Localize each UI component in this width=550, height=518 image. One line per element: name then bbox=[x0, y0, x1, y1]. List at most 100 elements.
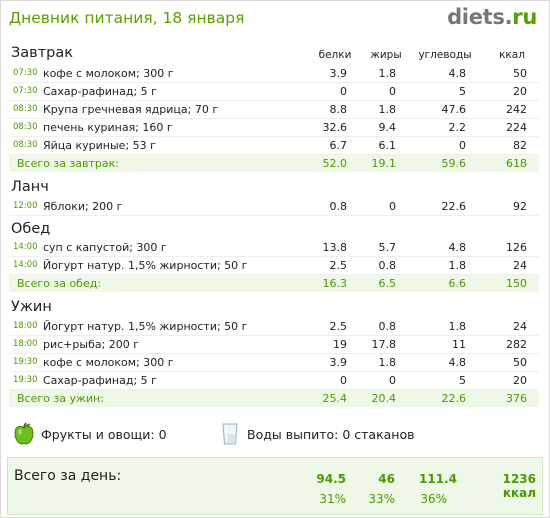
food-protein: 3.9 bbox=[329, 67, 348, 80]
food-name: рис+рыба; 200 г bbox=[43, 338, 140, 351]
meal-total-supper: Всего за ужин: 25.4 20.4 22.6 376 bbox=[9, 390, 539, 407]
meal-total-dinner: Всего за обед: 16.3 6.5 6.6 150 bbox=[9, 275, 539, 292]
food-fat: 0.8 bbox=[378, 259, 397, 272]
food-kcal: 50 bbox=[513, 356, 527, 369]
food-carbs: 47.6 bbox=[441, 103, 467, 116]
food-fat: 0.8 bbox=[378, 320, 397, 333]
food-carbs: 11 bbox=[452, 338, 466, 351]
food-row[interactable]: 08:30 печень куриная; 160 г 32.6 9.4 2.2… bbox=[9, 119, 539, 137]
meal-total-label: Всего за обед: bbox=[17, 277, 102, 290]
total-protein: 52.0 bbox=[322, 157, 348, 170]
food-fat: 1.8 bbox=[378, 356, 397, 369]
site-logo[interactable]: diets.ru bbox=[447, 5, 537, 29]
food-row[interactable]: 08:30 Яйца куриные; 53 г 6.7 6.1 0 82 bbox=[9, 137, 539, 155]
food-time: 14:00 bbox=[13, 242, 38, 252]
food-carbs: 4.8 bbox=[448, 67, 467, 80]
food-name: Йогурт натур. 1,5% жирности; 50 г bbox=[43, 320, 248, 333]
food-kcal: 92 bbox=[513, 200, 527, 213]
fruits-label: Фрукты и овощи: 0 bbox=[41, 427, 167, 442]
food-time: 08:30 bbox=[13, 140, 38, 150]
food-row[interactable]: 07:30 кофе с молоком; 300 г 3.9 1.8 4.8 … bbox=[9, 65, 539, 83]
food-carbs: 5 bbox=[459, 374, 466, 387]
food-protein: 13.8 bbox=[322, 241, 348, 254]
day-protein-percent: 31% bbox=[319, 492, 346, 506]
day-total-protein: 94.5 bbox=[316, 472, 346, 486]
food-carbs: 1.8 bbox=[448, 320, 467, 333]
meal-title-dinner: Обед bbox=[11, 221, 51, 237]
food-row[interactable]: 18:00 Йогурт натур. 1,5% жирности; 50 г … bbox=[9, 318, 539, 336]
food-fat: 5.7 bbox=[378, 241, 397, 254]
food-row[interactable]: 14:00 суп с капустой; 300 г 13.8 5.7 4.8… bbox=[9, 239, 539, 257]
food-kcal: 24 bbox=[513, 320, 527, 333]
meal-title-supper: Ужин bbox=[11, 299, 52, 315]
total-fat: 20.4 bbox=[371, 392, 397, 405]
water-glass-icon bbox=[222, 423, 238, 445]
food-kcal: 50 bbox=[513, 67, 527, 80]
food-carbs: 4.8 bbox=[448, 241, 467, 254]
day-fat-percent: 33% bbox=[368, 492, 395, 506]
food-time: 08:30 bbox=[13, 104, 38, 114]
day-total-carbs: 111.4 bbox=[419, 472, 457, 486]
food-fat: 1.8 bbox=[378, 103, 397, 116]
meal-total-breakfast: Всего за завтрак: 52.0 19.1 59.6 618 bbox=[9, 155, 539, 172]
food-fat: 0 bbox=[389, 200, 396, 213]
green-apple-icon bbox=[14, 422, 34, 445]
food-time: 19:30 bbox=[13, 357, 38, 367]
food-time: 18:00 bbox=[13, 321, 38, 331]
food-kcal: 242 bbox=[506, 103, 527, 116]
food-name: Йогурт натур. 1,5% жирности; 50 г bbox=[43, 259, 248, 272]
column-header-fat: жиры bbox=[370, 49, 402, 61]
food-name: печень куриная; 160 г bbox=[43, 121, 173, 134]
food-fat: 0 bbox=[389, 374, 396, 387]
header: Дневник питания, 18 января diets.ru bbox=[1, 1, 549, 37]
food-row[interactable]: 08:30 Крупа гречневая ядрица; 70 г 8.8 1… bbox=[9, 101, 539, 119]
food-row[interactable]: 07:30 Сахар-рафинад; 5 г 0 0 5 20 bbox=[9, 83, 539, 101]
food-name: Яйца куриные; 53 г bbox=[43, 139, 156, 152]
day-total-fat: 46 bbox=[378, 472, 395, 486]
meal-total-label: Всего за завтрак: bbox=[17, 157, 120, 170]
food-row[interactable]: 14:00 Йогурт натур. 1,5% жирности; 50 г … bbox=[9, 257, 539, 275]
total-fat: 19.1 bbox=[371, 157, 397, 170]
column-header-protein: белки bbox=[318, 49, 352, 61]
food-protein: 2.5 bbox=[329, 259, 348, 272]
food-carbs: 4.8 bbox=[448, 356, 467, 369]
food-protein: 8.8 bbox=[329, 103, 348, 116]
meal-title-lunch: Ланч bbox=[11, 179, 49, 195]
food-kcal: 24 bbox=[513, 259, 527, 272]
food-protein: 32.6 bbox=[322, 121, 348, 134]
food-carbs: 22.6 bbox=[441, 200, 467, 213]
food-protein: 2.5 bbox=[329, 320, 348, 333]
day-total-kcal: 1236 ккал bbox=[502, 472, 536, 500]
food-kcal: 126 bbox=[506, 241, 527, 254]
food-time: 14:00 bbox=[13, 260, 38, 270]
food-kcal: 224 bbox=[506, 121, 527, 134]
column-header-carbs: углеводы bbox=[418, 49, 472, 61]
total-protein: 25.4 bbox=[322, 392, 348, 405]
total-carbs: 59.6 bbox=[441, 157, 467, 170]
total-carbs: 6.6 bbox=[448, 277, 467, 290]
food-name: Сахар-рафинад; 5 г bbox=[43, 374, 157, 387]
food-fat: 1.8 bbox=[378, 67, 397, 80]
page-title: Дневник питания, 18 января bbox=[9, 9, 245, 27]
food-name: Крупа гречневая ядрица; 70 г bbox=[43, 103, 219, 116]
food-fat: 0 bbox=[389, 85, 396, 98]
food-row[interactable]: 18:00 рис+рыба; 200 г 19 17.8 11 282 bbox=[9, 336, 539, 354]
total-protein: 16.3 bbox=[322, 277, 348, 290]
food-time: 19:30 bbox=[13, 375, 38, 385]
food-row[interactable]: 19:30 кофе с молоком; 300 г 3.9 1.8 4.8 … bbox=[9, 354, 539, 372]
food-row[interactable]: 12:00 Яблоки; 200 г 0.8 0 22.6 92 bbox=[9, 198, 539, 216]
food-protein: 3.9 bbox=[329, 356, 348, 369]
food-row[interactable]: 19:30 Сахар-рафинад; 5 г 0 0 5 20 bbox=[9, 372, 539, 390]
logo-tld: ru bbox=[512, 5, 537, 29]
food-kcal: 20 bbox=[513, 85, 527, 98]
water-label: Воды выпито: 0 стаканов bbox=[247, 427, 415, 442]
food-time: 12:00 bbox=[13, 201, 38, 211]
food-kcal: 82 bbox=[513, 139, 527, 152]
day-total-box: Всего за день: 94.5 46 111.4 1236 ккал 3… bbox=[7, 457, 543, 515]
total-kcal: 376 bbox=[506, 392, 527, 405]
food-time: 18:00 bbox=[13, 339, 38, 349]
meal-title-breakfast: Завтрак bbox=[11, 45, 74, 61]
logo-name: diets bbox=[447, 5, 505, 29]
food-fat: 6.1 bbox=[378, 139, 397, 152]
food-protein: 6.7 bbox=[329, 139, 348, 152]
